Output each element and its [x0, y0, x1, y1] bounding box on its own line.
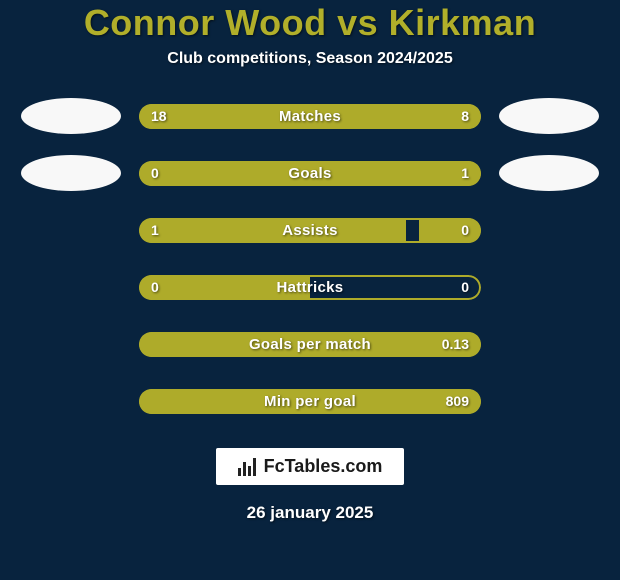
- stat-label: Assists: [139, 218, 481, 243]
- stat-row: Min per goal809: [21, 383, 599, 419]
- spacer: [499, 326, 599, 362]
- spacer: [21, 326, 121, 362]
- stat-label: Min per goal: [139, 389, 481, 414]
- logo-box: FcTables.com: [216, 448, 405, 485]
- stat-value-right: 8: [461, 104, 469, 129]
- spacer: [499, 212, 599, 248]
- stat-label: Hattricks: [139, 275, 481, 300]
- stat-value-right: 0: [461, 218, 469, 243]
- stat-value-right: 0.13: [442, 332, 469, 357]
- page-title: Connor Wood vs Kirkman: [84, 2, 536, 44]
- stats-container: 18Matches80Goals11Assists00Hattricks0Goa…: [21, 98, 599, 440]
- stat-value-right: 1: [461, 161, 469, 186]
- stat-value-right: 809: [446, 389, 469, 414]
- stat-label: Matches: [139, 104, 481, 129]
- stat-row: 18Matches8: [21, 98, 599, 134]
- player-left-ellipse: [21, 98, 121, 134]
- stat-bar: 18Matches8: [139, 104, 481, 129]
- bar-chart-icon: [238, 458, 258, 476]
- player-left-ellipse: [21, 155, 121, 191]
- stat-bar: 0Goals1: [139, 161, 481, 186]
- date-text: 26 january 2025: [247, 503, 374, 523]
- player-right-ellipse: [499, 155, 599, 191]
- stat-bar: Min per goal809: [139, 389, 481, 414]
- stat-label: Goals per match: [139, 332, 481, 357]
- stat-row: 0Hattricks0: [21, 269, 599, 305]
- page-subtitle: Club competitions, Season 2024/2025: [167, 50, 452, 68]
- player-right-ellipse: [499, 98, 599, 134]
- stat-row: 1Assists0: [21, 212, 599, 248]
- stat-value-right: 0: [461, 275, 469, 300]
- spacer: [21, 383, 121, 419]
- stat-label: Goals: [139, 161, 481, 186]
- stat-bar: Goals per match0.13: [139, 332, 481, 357]
- stat-row: 0Goals1: [21, 155, 599, 191]
- spacer: [21, 212, 121, 248]
- spacer: [21, 269, 121, 305]
- logo-text: FcTables.com: [264, 456, 383, 477]
- stat-row: Goals per match0.13: [21, 326, 599, 362]
- content-wrapper: Connor Wood vs Kirkman Club competitions…: [0, 0, 620, 580]
- spacer: [499, 383, 599, 419]
- stat-bar: 1Assists0: [139, 218, 481, 243]
- stat-bar: 0Hattricks0: [139, 275, 481, 300]
- spacer: [499, 269, 599, 305]
